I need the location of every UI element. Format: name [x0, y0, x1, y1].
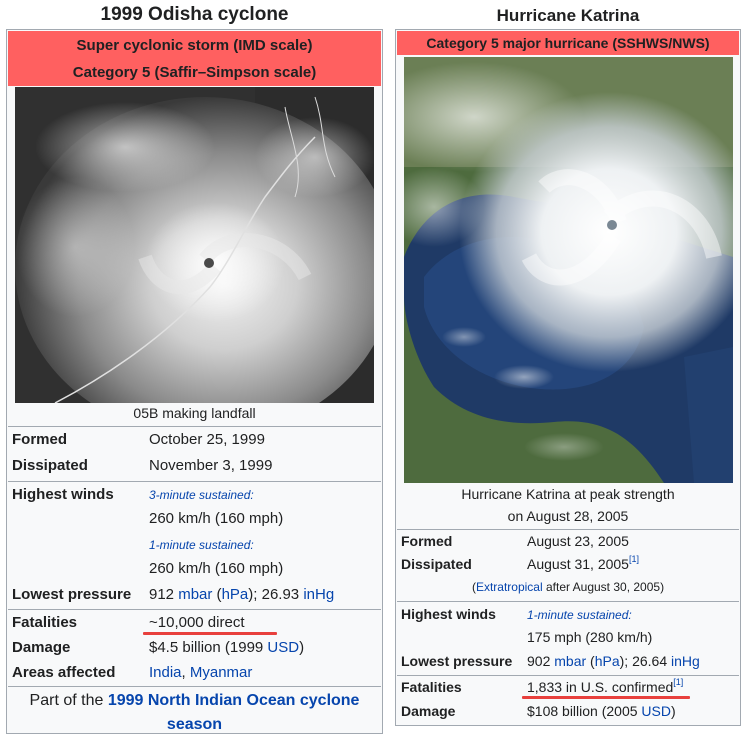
- odisha-fatalities-label: Fatalities: [12, 614, 78, 631]
- extratropical-link[interactable]: Extratropical: [475, 580, 543, 594]
- odisha-category-bar: Super cyclonic storm (IMD scale) Categor…: [8, 31, 381, 86]
- mbar-link[interactable]: mbar: [554, 653, 587, 669]
- odisha-season-navigation: Part of the 1999 North Indian Ocean cycl…: [29, 692, 360, 733]
- odisha-damage-label: Damage: [12, 639, 71, 656]
- divider: [8, 481, 381, 482]
- odisha-dissipated-value: November 3, 1999: [149, 457, 273, 474]
- season-link-continued[interactable]: season: [166, 716, 223, 733]
- katrina-caption-line-2: on August 28, 2005: [507, 508, 629, 524]
- katrina-dissipated-label: Dissipated: [401, 556, 472, 572]
- highlight-underline: [522, 696, 690, 699]
- odisha-category-imd: Super cyclonic storm (IMD scale): [76, 37, 313, 54]
- odisha-fatalities-value: ~10,000 direct: [149, 614, 245, 631]
- mbar-link[interactable]: mbar: [178, 586, 213, 603]
- odisha-category-saffir-simpson: Category 5 (Saffir–Simpson scale): [72, 64, 317, 81]
- katrina-extratropical-note: (Extratropical after August 30, 2005): [471, 580, 665, 594]
- divider: [8, 686, 381, 687]
- katrina-formed-label: Formed: [401, 533, 453, 549]
- katrina-1min-wind-value: 175 mph (280 km/h): [527, 629, 653, 645]
- odisha-formed-value: October 25, 1999: [149, 431, 265, 448]
- odisha-satellite-graphic: [15, 87, 374, 403]
- katrina-fatalities-value: 1,833 in U.S. confirmed[1]: [527, 677, 684, 695]
- odisha-highest-winds-label: Highest winds: [12, 486, 114, 503]
- divider: [8, 426, 381, 427]
- odisha-pressure-label: Lowest pressure: [12, 586, 132, 603]
- katrina-image-caption: Hurricane Katrina at peak strength on Au…: [397, 483, 739, 527]
- odisha-dissipated-label: Dissipated: [12, 457, 88, 474]
- reference-1-link[interactable]: [1]: [673, 677, 684, 687]
- myanmar-link[interactable]: Myanmar: [189, 664, 253, 681]
- odisha-3min-wind-value: 260 km/h (160 mph): [149, 510, 284, 527]
- divider: [397, 675, 739, 676]
- inhg-link[interactable]: inHg: [671, 653, 700, 669]
- odisha-cyclone-title: 1999 Odisha cyclone: [100, 4, 289, 25]
- reference-1-link[interactable]: [1]: [628, 554, 639, 564]
- odisha-areas-value: India, Myanmar: [149, 664, 253, 681]
- katrina-satellite-graphic: [404, 57, 733, 483]
- katrina-1min-sustained-link[interactable]: 1-minute sustained:: [527, 608, 632, 622]
- katrina-category-bar: Category 5 major hurricane (SSHWS/NWS): [397, 31, 739, 55]
- odisha-3min-sustained-link[interactable]: 3-minute sustained:: [149, 488, 254, 502]
- hpa-link[interactable]: hPa: [221, 586, 249, 603]
- inhg-link[interactable]: inHg: [303, 586, 335, 603]
- odisha-1min-sustained-link[interactable]: 1-minute sustained:: [149, 538, 254, 552]
- katrina-caption-line-1: Hurricane Katrina at peak strength: [461, 486, 675, 502]
- india-link[interactable]: India: [149, 664, 182, 681]
- hpa-link[interactable]: hPa: [594, 653, 620, 669]
- katrina-satellite-image[interactable]: [404, 57, 733, 483]
- katrina-title: Hurricane Katrina: [496, 6, 640, 25]
- odisha-pressure-value: 912 mbar (hPa); 26.93 inHg: [149, 586, 335, 603]
- odisha-satellite-image[interactable]: [15, 87, 374, 403]
- katrina-highest-winds-label: Highest winds: [401, 606, 496, 622]
- odisha-formed-label: Formed: [12, 431, 68, 448]
- divider: [397, 529, 739, 530]
- divider: [8, 609, 381, 610]
- katrina-damage-value: $108 billion (2005 USD): [527, 703, 676, 719]
- katrina-formed-value: August 23, 2005: [527, 533, 629, 549]
- odisha-image-caption: 05B making landfall: [133, 405, 256, 421]
- odisha-damage-value: $4.5 billion (1999 USD): [149, 639, 305, 656]
- season-link[interactable]: 1999 North Indian Ocean cyclone: [107, 692, 360, 709]
- divider: [397, 601, 739, 602]
- katrina-damage-label: Damage: [401, 703, 456, 719]
- katrina-pressure-label: Lowest pressure: [401, 653, 513, 669]
- usd-link[interactable]: USD: [641, 703, 671, 719]
- katrina-pressure-value: 902 mbar (hPa); 26.64 inHg: [527, 653, 700, 669]
- highlight-underline: [143, 632, 277, 635]
- katrina-fatalities-label: Fatalities: [401, 679, 462, 695]
- katrina-dissipated-value: August 31, 2005[1]: [527, 554, 639, 572]
- odisha-areas-label: Areas affected: [12, 664, 116, 681]
- odisha-1min-wind-value: 260 km/h (160 mph): [149, 560, 284, 577]
- usd-link[interactable]: USD: [267, 639, 300, 656]
